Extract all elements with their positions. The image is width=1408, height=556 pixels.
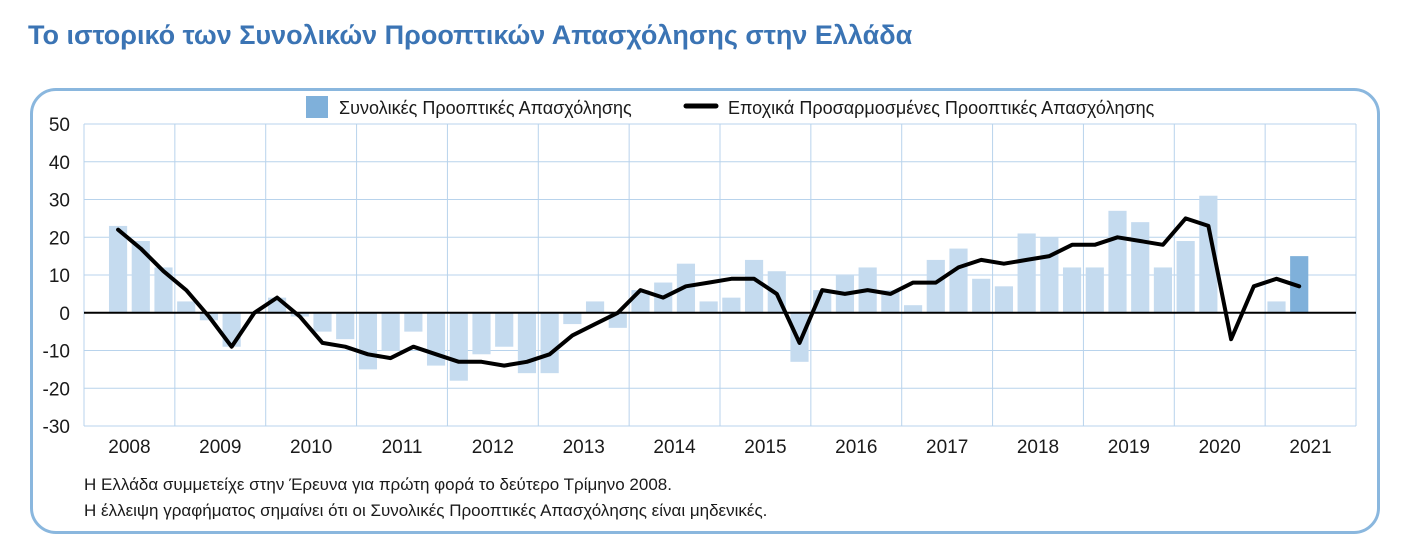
x-tick-label: 2012 [472, 437, 514, 458]
legend-bar-swatch [306, 96, 328, 118]
bar [563, 312, 582, 325]
bar [358, 312, 378, 370]
bar [154, 267, 173, 313]
bar [881, 290, 900, 313]
bar [1131, 222, 1150, 313]
chart-title: Το ιστορικό των Συνολικών Προοπτικών Απα… [28, 20, 913, 50]
y-tick-label: 30 [49, 191, 70, 212]
bar [972, 278, 991, 313]
bar [1040, 237, 1059, 313]
bar [1153, 267, 1173, 313]
y-tick-label: 10 [49, 266, 70, 287]
legend-bar-label: Συνολικές Προοπτικές Απασχόλησης [339, 98, 632, 118]
y-tick-label: -30 [43, 417, 70, 438]
y-tick-label: 20 [49, 228, 70, 249]
bar [585, 301, 605, 313]
bar [1062, 267, 1082, 313]
bar [994, 286, 1014, 313]
x-tick-label: 2021 [1289, 437, 1331, 458]
bar [790, 312, 809, 362]
line-series [116, 216, 1302, 368]
x-tick-label: 2017 [926, 437, 968, 458]
chart-frame [30, 88, 1380, 534]
bar [1176, 241, 1195, 313]
bar [540, 312, 559, 374]
bar [336, 312, 355, 340]
x-tick-label: 2011 [382, 437, 423, 458]
x-tick-label: 2020 [1199, 437, 1241, 458]
bar [744, 259, 764, 313]
x-tick-label: 2008 [108, 437, 150, 458]
x-tick-label: 2010 [290, 437, 332, 458]
bar [926, 259, 945, 313]
legend-line-label: Εποχικά Προσαρμοσμένες Προοπτικές Απασχό… [728, 98, 1155, 118]
y-tick-label: 0 [59, 304, 70, 325]
bar [949, 248, 968, 313]
x-tick-label: 2016 [835, 437, 877, 458]
x-tick-label: 2014 [653, 437, 696, 458]
bar [1017, 233, 1036, 313]
x-tick-label: 2019 [1108, 437, 1150, 458]
bar [699, 301, 718, 313]
bar [495, 312, 514, 347]
y-tick-label: -10 [43, 342, 70, 363]
bars [108, 195, 1309, 381]
y-tick-label: 50 [49, 115, 70, 136]
y-tick-label: 40 [49, 153, 70, 174]
bar [1267, 301, 1286, 313]
bar [472, 312, 491, 355]
bar [1085, 267, 1104, 313]
bar [722, 297, 741, 313]
note-first-participation: Η Ελλάδα συμμετείχε στην Έρευνα για πρώτ… [84, 475, 672, 494]
bar [131, 241, 150, 313]
bar [1108, 210, 1127, 313]
y-tick-label: -20 [43, 379, 70, 400]
x-tick-label: 2018 [1017, 437, 1059, 458]
bar [449, 312, 468, 381]
note-missing-bar: Η έλλειψη γραφήματος σημαίνει ότι οι Συν… [84, 501, 768, 520]
x-tick-label: 2015 [744, 437, 786, 458]
bar [903, 305, 923, 313]
bar [222, 312, 241, 347]
bar [108, 225, 128, 313]
seasonally-adjusted-line [116, 216, 1302, 368]
bar [404, 312, 423, 332]
bar [177, 301, 196, 313]
x-tick-label: 2009 [199, 437, 241, 458]
bar [517, 312, 537, 374]
bar [381, 312, 400, 351]
bar [313, 312, 332, 332]
legend: Συνολικές Προοπτικές Απασχόλησης Εποχικά … [306, 96, 1155, 118]
x-tick-label: 2013 [563, 437, 605, 458]
